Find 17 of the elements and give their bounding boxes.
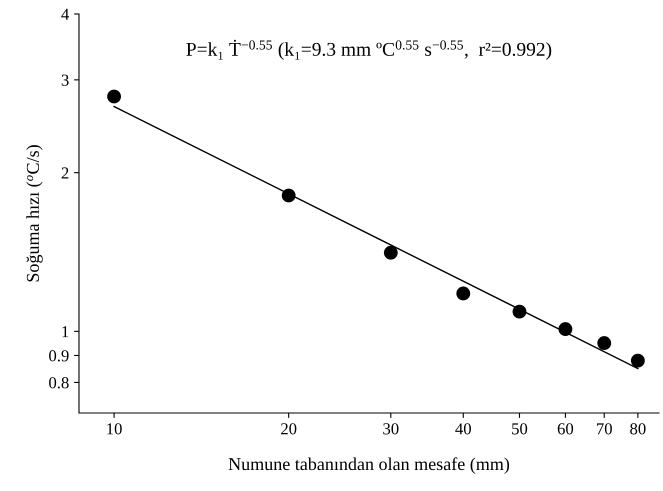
x-tick-label: 80 <box>630 423 646 434</box>
y-tick-label: 0.8 <box>49 377 69 388</box>
x-tick-label: 50 <box>512 423 528 434</box>
y-tick-label: 0.9 <box>49 350 69 362</box>
x-axis-title: Numune tabanından olan mesafe (mm) <box>228 457 510 474</box>
x-tick-label: 70 <box>597 423 612 434</box>
annotation: P=k₁ Ṫ$^{−0.55}$ (k₁=9.3 mm ºC$^{0.55}$ s$^{−0.55}$, r²=0.992) <box>186 40 552 60</box>
y-tick-label: 3 <box>62 74 69 86</box>
x-tick-label: 40 <box>455 423 471 434</box>
y-tick-label: 1 <box>62 326 68 338</box>
x-tick-label: 60 <box>558 423 574 434</box>
x-tick-label: 30 <box>383 423 399 434</box>
x-tick-label: 20 <box>281 423 296 434</box>
y-tick-label: 4 <box>61 8 70 20</box>
x-tick-label: 10 <box>107 423 122 434</box>
y-axis-title: Soğuma hızı ($^{o}$C/s) <box>26 145 43 282</box>
y-tick-label: 2 <box>62 167 68 178</box>
